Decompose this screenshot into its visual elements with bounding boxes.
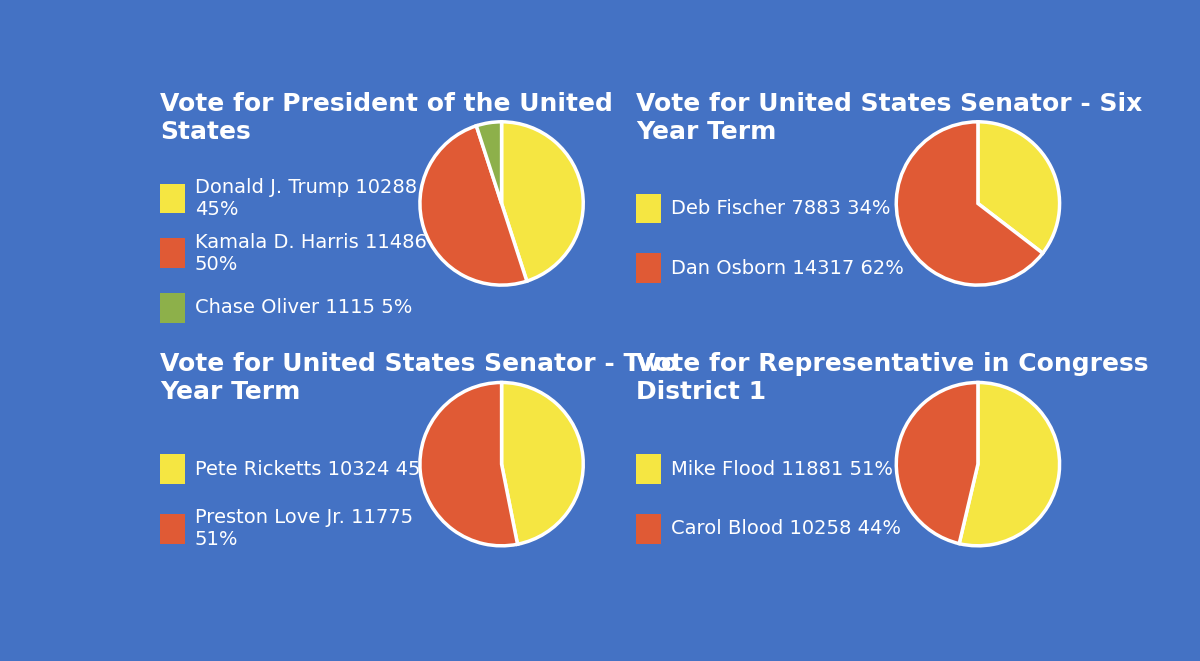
FancyBboxPatch shape — [636, 454, 661, 484]
Text: Mike Flood 11881 51%: Mike Flood 11881 51% — [671, 459, 893, 479]
FancyBboxPatch shape — [160, 293, 185, 323]
FancyBboxPatch shape — [160, 184, 185, 214]
FancyBboxPatch shape — [636, 194, 661, 223]
Text: Preston Love Jr. 11775
51%: Preston Love Jr. 11775 51% — [194, 508, 413, 549]
Text: Carol Blood 10258 44%: Carol Blood 10258 44% — [671, 519, 901, 538]
Wedge shape — [978, 122, 1060, 253]
Wedge shape — [502, 383, 583, 544]
Text: Pete Ricketts 10324 45%: Pete Ricketts 10324 45% — [194, 459, 439, 479]
Text: Vote for United States Senator - Two
Year Term: Vote for United States Senator - Two Yea… — [160, 352, 678, 405]
Wedge shape — [502, 122, 583, 281]
Text: Dan Osborn 14317 62%: Dan Osborn 14317 62% — [671, 258, 904, 278]
Text: Vote for Representative in Congress
District 1: Vote for Representative in Congress Dist… — [636, 352, 1148, 405]
FancyBboxPatch shape — [636, 253, 661, 283]
Text: Chase Oliver 1115 5%: Chase Oliver 1115 5% — [194, 298, 413, 317]
Text: Vote for President of the United
States: Vote for President of the United States — [160, 92, 613, 143]
Text: Kamala D. Harris 11486
50%: Kamala D. Harris 11486 50% — [194, 233, 427, 274]
Wedge shape — [896, 383, 978, 543]
FancyBboxPatch shape — [160, 454, 185, 484]
Text: Vote for United States Senator - Six
Year Term: Vote for United States Senator - Six Yea… — [636, 92, 1142, 143]
Wedge shape — [959, 383, 1060, 546]
FancyBboxPatch shape — [160, 238, 185, 268]
Wedge shape — [476, 122, 502, 204]
Text: Deb Fischer 7883 34%: Deb Fischer 7883 34% — [671, 199, 890, 218]
FancyBboxPatch shape — [636, 514, 661, 543]
Wedge shape — [420, 383, 517, 546]
Wedge shape — [896, 122, 1043, 285]
FancyBboxPatch shape — [160, 514, 185, 543]
Wedge shape — [420, 126, 527, 285]
Text: Donald J. Trump 10288
45%: Donald J. Trump 10288 45% — [194, 178, 418, 219]
